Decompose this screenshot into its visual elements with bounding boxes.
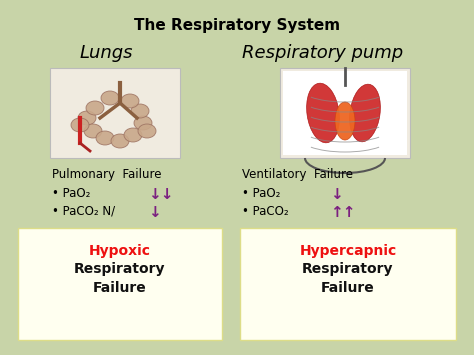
FancyBboxPatch shape [50,68,180,158]
Ellipse shape [86,101,104,115]
Ellipse shape [71,118,89,132]
Text: ↓↓: ↓↓ [148,187,173,202]
Text: The Respiratory System: The Respiratory System [134,18,340,33]
FancyBboxPatch shape [18,228,222,340]
Text: Hypercapnic: Hypercapnic [300,244,397,258]
Ellipse shape [101,91,119,105]
Ellipse shape [134,116,152,130]
FancyBboxPatch shape [240,228,456,340]
Text: • PaO₂: • PaO₂ [242,187,281,200]
Ellipse shape [111,134,129,148]
Ellipse shape [124,128,142,142]
Text: • PaCO₂: • PaCO₂ [242,205,289,218]
Text: Lungs: Lungs [80,44,134,62]
Ellipse shape [138,124,156,138]
FancyBboxPatch shape [283,71,407,155]
Text: • PaCO₂ N/: • PaCO₂ N/ [52,205,115,218]
Text: ↑↑: ↑↑ [330,205,356,220]
Text: Respiratory
Failure: Respiratory Failure [74,262,166,295]
Ellipse shape [96,131,114,145]
Text: ↓: ↓ [148,205,161,220]
Text: Hypoxic: Hypoxic [89,244,151,258]
Ellipse shape [78,111,96,125]
Text: Respiratory pump: Respiratory pump [242,44,403,62]
Ellipse shape [335,102,355,140]
Ellipse shape [131,104,149,118]
FancyBboxPatch shape [280,68,410,158]
Ellipse shape [84,124,102,138]
Ellipse shape [350,84,381,142]
Text: • PaO₂: • PaO₂ [52,187,91,200]
Ellipse shape [307,83,339,143]
Text: Respiratory
Failure: Respiratory Failure [302,262,394,295]
Text: ↓: ↓ [330,187,343,202]
Text: Ventilatory  Failure: Ventilatory Failure [242,168,353,181]
Ellipse shape [121,94,139,108]
Text: Pulmonary  Failure: Pulmonary Failure [52,168,162,181]
